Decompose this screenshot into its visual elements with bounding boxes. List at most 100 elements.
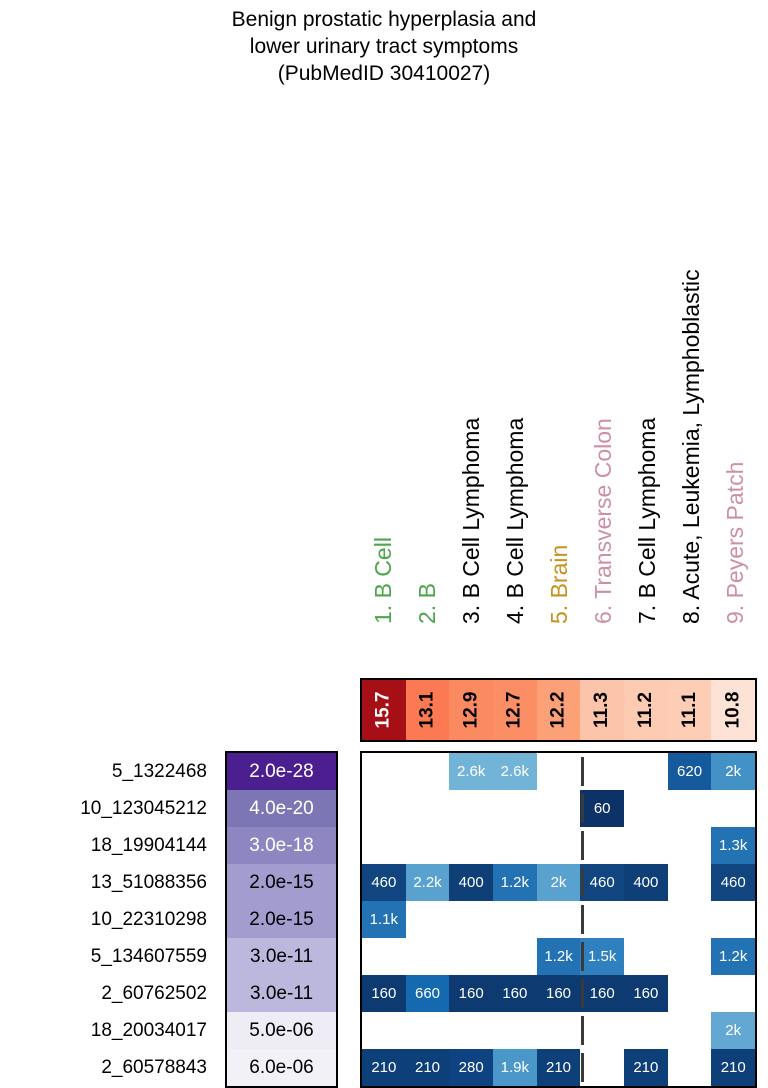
- heatmap-cell-r6-c8: [668, 938, 712, 975]
- column-label-6: 6. Transverse Colon: [581, 86, 625, 626]
- heatmap-cell-r7-c6: 160: [580, 975, 625, 1012]
- column-label-5: 5. Brain: [537, 86, 581, 626]
- column-label-7: 7. B Cell Lymphoma: [625, 86, 669, 626]
- column-label-8: 8. Acute, Leukemia, Lymphoblastic: [669, 86, 713, 626]
- score-cell-4: 12.7: [493, 680, 537, 740]
- enrichment-score-bar: 15.7 13.1 12.9 12.7 12.2 11.3 11.2 11.1 10.8: [360, 678, 757, 742]
- heatmap-grid: 2.6k 2.6k 620 2k 60 1.3k 460 2.2k 400 1.2k 2k 460 40…: [360, 751, 757, 1088]
- column-label-text: 4. B Cell Lymphoma: [502, 417, 528, 624]
- heatmap-cell-r9-c8: [668, 1049, 712, 1086]
- heatmap-cell-r1-c6: [580, 753, 624, 790]
- heatmap-cell-r3-c7: [624, 827, 668, 864]
- heatmap-cell-r5-c4: [493, 901, 537, 938]
- heatmap-cell-r8-c2: [406, 1012, 450, 1049]
- heatmap-cell-r6-c4: [493, 938, 537, 975]
- column-group-divider: [581, 942, 584, 971]
- heatmap-cell-r3-c9: 1.3k: [711, 827, 756, 864]
- pvalue-column: 2.0e-28 4.0e-20 3.0e-18 2.0e-15 2.0e-15 3.0e-…: [225, 751, 338, 1088]
- heatmap-cell-r8-c6: [580, 1012, 624, 1049]
- heatmap-cell-r5-c6: [580, 901, 624, 938]
- column-label-3: 3. B Cell Lymphoma: [449, 86, 493, 626]
- heatmap-cell-r6-c2: [406, 938, 450, 975]
- heatmap-cell-r2-c7: [624, 790, 668, 827]
- score-cell-1: 15.7: [362, 680, 406, 740]
- heatmap-cell-r3-c4: [493, 827, 537, 864]
- heatmap-cell-r1-c8: 620: [667, 753, 712, 790]
- heatmap-cell-r9-c9: 210: [711, 1049, 756, 1086]
- heatmap-cell-r2-c1: [362, 790, 406, 827]
- heatmap-row-5: 1.1k: [362, 901, 755, 938]
- heatmap-row-3: 1.3k: [362, 827, 756, 864]
- heatmap-cell-r3-c8: [668, 827, 712, 864]
- heatmap-cell-r8-c9: 2k: [711, 1012, 756, 1049]
- heatmap-cell-r4-c6: 460: [580, 864, 625, 901]
- heatmap-cell-r7-c4: 160: [493, 975, 537, 1012]
- heatmap-cell-r7-c3: 160: [449, 975, 494, 1012]
- score-cell-6: 11.3: [580, 680, 625, 740]
- heatmap-cell-r4-c8: [668, 864, 712, 901]
- heatmap-cell-r4-c2: 2.2k: [405, 864, 450, 901]
- row-label-1: 5_1322468: [111, 761, 207, 782]
- heatmap-cell-r4-c4: 1.2k: [493, 864, 537, 901]
- score-cell-5: 12.2: [536, 680, 581, 740]
- heatmap-cell-r3-c6: [580, 827, 624, 864]
- heatmap-cell-r2-c8: [668, 790, 712, 827]
- heatmap-cell-r2-c4: [493, 790, 537, 827]
- row-label-7: 2_60762502: [101, 983, 207, 1004]
- heatmap-cell-r7-c5: 160: [536, 975, 581, 1012]
- heatmap-cell-r5-c5: [537, 901, 581, 938]
- heatmap-cell-r1-c3: 2.6k: [449, 753, 494, 790]
- heatmap-cell-r4-c5: 2k: [536, 864, 581, 901]
- heatmap-cell-r1-c2: [406, 753, 450, 790]
- score-value: 10.8: [722, 691, 744, 729]
- pvalue-cell-8: 5.0e-06: [227, 1012, 336, 1049]
- heatmap-cell-r2-c5: [537, 790, 581, 827]
- column-group-divider: [581, 868, 584, 897]
- heatmap-cell-r9-c2: 210: [405, 1049, 450, 1086]
- score-cell-7: 11.2: [624, 680, 668, 740]
- pvalue-cell-2: 4.0e-20: [227, 790, 336, 827]
- heatmap-cell-r1-c4: 2.6k: [493, 753, 537, 790]
- row-label-9: 2_60578843: [101, 1057, 207, 1078]
- column-label-1: 1. B Cell: [361, 86, 405, 626]
- heatmap-cell-r9-c7: 210: [624, 1049, 668, 1086]
- heatmap-cell-r3-c2: [406, 827, 450, 864]
- heatmap-row-1: 2.6k 2.6k 620 2k: [362, 753, 756, 790]
- pvalue-cell-9: 6.0e-06: [227, 1049, 336, 1086]
- column-label-text: 6. Transverse Colon: [590, 418, 616, 624]
- heatmap-row-2: 60: [362, 790, 755, 827]
- score-value: 12.9: [460, 691, 482, 729]
- heatmap-cell-r8-c3: [449, 1012, 493, 1049]
- column-label-axis: 1. B Cell 2. B 3. B Cell Lymphoma 4. B Cell…: [361, 130, 757, 670]
- column-group-divider: [581, 794, 584, 823]
- score-cell-2: 13.1: [405, 680, 450, 740]
- heatmap-cell-r5-c7: [624, 901, 668, 938]
- column-label-text: 7. B Cell Lymphoma: [634, 417, 660, 624]
- heatmap-cell-r2-c9: [711, 790, 755, 827]
- heatmap-cell-r8-c8: [668, 1012, 712, 1049]
- column-label-9: 9. Peyers Patch: [713, 86, 757, 626]
- heatmap-cell-r2-c2: [406, 790, 450, 827]
- heatmap-cell-r4-c7: 400: [624, 864, 668, 901]
- column-group-divider: [581, 1053, 584, 1082]
- pvalue-cell-3: 3.0e-18: [227, 827, 336, 864]
- heatmap-cell-r5-c2: [406, 901, 450, 938]
- pvalue-cell-4: 2.0e-15: [227, 864, 336, 901]
- column-label-text: 9. Peyers Patch: [722, 461, 748, 624]
- heatmap-cell-r3-c3: [449, 827, 493, 864]
- heatmap-cell-r6-c7: [624, 938, 668, 975]
- heatmap-cell-r2-c6: 60: [580, 790, 625, 827]
- column-label-text: 5. Brain: [546, 544, 572, 624]
- heatmap-row-9: 210 210 280 1.9k 210 210 210: [362, 1049, 756, 1086]
- heatmap-cell-r3-c1: [362, 827, 406, 864]
- heatmap-cell-r5-c1: 1.1k: [362, 901, 406, 938]
- row-label-5: 10_22310298: [90, 909, 207, 930]
- page-title: Benign prostatic hyperplasia and lower u…: [0, 6, 768, 87]
- column-label-text: 1. B Cell: [370, 537, 396, 624]
- heatmap-cell-r7-c9: [711, 975, 755, 1012]
- heatmap-cell-r3-c5: [537, 827, 581, 864]
- column-label-4: 4. B Cell Lymphoma: [493, 86, 537, 626]
- title-line-2: lower urinary tract symptoms: [249, 35, 519, 58]
- heatmap-cell-r9-c6: [580, 1049, 624, 1086]
- heatmap-cell-r1-c9: 2k: [711, 753, 756, 790]
